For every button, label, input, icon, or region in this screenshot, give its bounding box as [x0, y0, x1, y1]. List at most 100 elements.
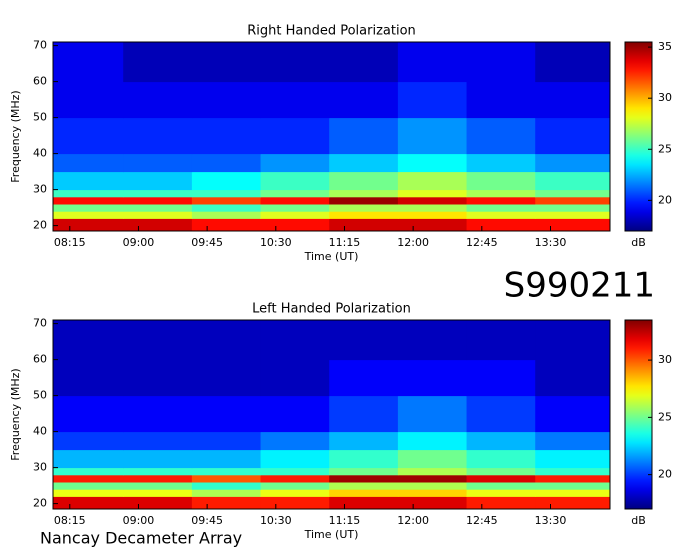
x-tick-label: 08:15	[54, 514, 86, 527]
heatmap-cell	[191, 218, 262, 232]
heatmap-cell	[329, 117, 399, 155]
heatmap-cell	[260, 117, 330, 155]
heatmap-cell	[191, 395, 262, 433]
footer: Nancay Decameter Array	[40, 529, 242, 548]
heatmap-cell	[191, 467, 262, 476]
heatmap-cell	[260, 204, 330, 212]
x-tick-label: 10:30	[260, 514, 292, 527]
heatmap-cell	[191, 211, 262, 219]
heatmap-cell	[535, 320, 611, 361]
x-tick-label: 13:30	[535, 514, 567, 527]
heatmap-cell	[397, 81, 468, 119]
heatmap-cell	[397, 211, 468, 219]
colorbar-tick-label: 30	[658, 91, 672, 104]
x-tick-label: 09:00	[123, 236, 155, 249]
heatmap-cell	[466, 218, 536, 232]
heatmap-cell	[535, 81, 611, 119]
heatmap-cell	[53, 211, 124, 219]
heatmap-cell	[535, 395, 611, 433]
heatmap-cell	[466, 42, 536, 83]
heatmap-cell	[329, 211, 399, 219]
y-tick-label: 40	[33, 425, 47, 438]
heatmap-cell	[397, 395, 468, 433]
colorbar-tick-label: 25	[658, 142, 672, 155]
heatmap-cell	[535, 153, 611, 173]
heatmap-cell	[123, 320, 193, 361]
heatmap-cell	[329, 449, 399, 469]
colorbar-tick-label: 25	[658, 410, 672, 423]
heatmap-cell	[466, 117, 536, 155]
heatmap-cell	[329, 204, 399, 212]
x-axis-label: Time (UT)	[304, 250, 359, 263]
heatmap-cell	[466, 431, 536, 451]
heatmap-cell	[191, 320, 262, 361]
heatmap-cell	[397, 42, 468, 83]
heatmap-cell	[123, 449, 193, 469]
y-tick-label: 70	[33, 317, 47, 330]
heatmap-cell	[397, 482, 468, 490]
heatmap-cell	[329, 482, 399, 490]
heatmap-cell	[123, 153, 193, 173]
heatmap-cell	[466, 449, 536, 469]
heatmap-cell	[466, 153, 536, 173]
heatmap-cell	[397, 196, 468, 205]
heatmap-cell	[123, 496, 193, 510]
heatmap-cell	[466, 171, 536, 191]
y-tick-label: 70	[33, 39, 47, 52]
heatmap-cell	[123, 81, 193, 119]
heatmap-cell	[329, 395, 399, 433]
heatmap-cell	[397, 204, 468, 212]
heatmap-cell	[466, 204, 536, 212]
heatmap-cell	[191, 474, 262, 483]
heatmap-cell	[53, 467, 124, 476]
heatmap-cell	[123, 189, 193, 198]
heatmap-cell	[397, 474, 468, 483]
heatmap-cell	[535, 189, 611, 198]
colorbar-tick-label: 20	[658, 193, 672, 206]
heatmap-cell	[53, 449, 124, 469]
heatmap-cell	[397, 449, 468, 469]
y-axis-label: Frequency (MHz)	[9, 90, 22, 182]
colorbar	[624, 319, 653, 510]
y-tick-label: 20	[33, 497, 47, 510]
heatmap-cell	[260, 431, 330, 451]
y-tick-label: 60	[33, 353, 47, 366]
heatmap-cell	[191, 81, 262, 119]
panel-title: Right Handed Polarization	[247, 24, 416, 39]
heatmap-cell	[53, 474, 124, 483]
x-tick-label: 11:15	[329, 236, 361, 249]
heatmap-cell	[123, 42, 193, 83]
plot-frame	[52, 319, 611, 510]
heatmap-cell	[397, 117, 468, 155]
heatmap-cell	[191, 196, 262, 205]
heatmap-cell	[123, 204, 193, 212]
panel-title: Left Handed Polarization	[252, 302, 411, 317]
heatmap-cell	[191, 153, 262, 173]
y-tick-label: 30	[33, 183, 47, 196]
heatmap-cell	[53, 489, 124, 497]
heatmap-cell	[260, 218, 330, 232]
heatmap-cell	[535, 431, 611, 451]
x-tick-label: 10:30	[260, 236, 292, 249]
heatmap-cell	[535, 211, 611, 219]
heatmap-cell	[466, 395, 536, 433]
heatmap-cell	[466, 467, 536, 476]
heatmap-cell	[123, 474, 193, 483]
heatmap-cell	[53, 359, 124, 397]
heatmap-cell	[260, 171, 330, 191]
x-tick-label: 11:15	[329, 514, 361, 527]
heatmap-cell	[466, 496, 536, 510]
heatmap-cell	[53, 320, 124, 361]
heatmap-cell	[191, 431, 262, 451]
x-tick-label: 12:45	[466, 236, 498, 249]
heatmap-cell	[53, 153, 124, 173]
heatmap-cell	[53, 482, 124, 490]
heatmap-cell	[53, 117, 124, 155]
y-axis-label: Frequency (MHz)	[9, 368, 22, 460]
heatmap-cell	[329, 431, 399, 451]
heatmap-cell	[535, 467, 611, 476]
x-tick-label: 12:00	[397, 236, 429, 249]
heatmap-cell	[260, 42, 330, 83]
colorbar-label: dB	[631, 236, 646, 249]
